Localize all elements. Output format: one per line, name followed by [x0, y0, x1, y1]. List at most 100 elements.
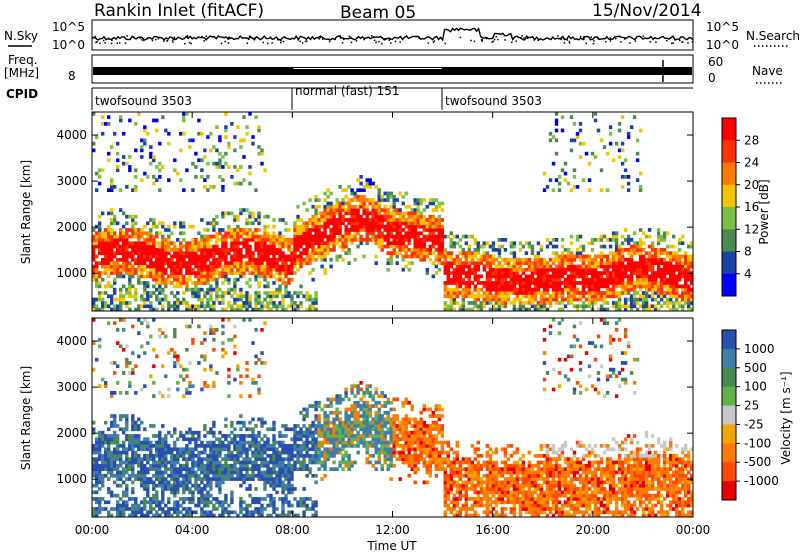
heatmap-cell: [263, 228, 266, 232]
heatmap-cell: [206, 268, 209, 272]
heatmap-cell: [134, 504, 137, 508]
heatmap-cell: [498, 304, 501, 308]
heatmap-cell: [672, 245, 675, 249]
heatmap-cell: [248, 261, 251, 265]
heatmap-cell: [230, 454, 233, 458]
heatmap-cell: [92, 474, 95, 478]
heatmap-cell: [194, 251, 197, 255]
heatmap-cell: [393, 195, 396, 199]
heatmap-cell: [329, 231, 332, 235]
heatmap-cell: [618, 298, 621, 302]
heatmap-cell: [221, 238, 224, 242]
heatmap-cell: [125, 235, 128, 239]
heatmap-cell: [122, 261, 125, 265]
heatmap-cell: [648, 288, 651, 292]
heatmap-cell: [101, 258, 104, 262]
heatmap-cell: [672, 291, 675, 295]
heatmap-cell: [230, 338, 233, 342]
heatmap-cell: [375, 225, 378, 229]
heatmap-cell: [326, 212, 329, 216]
heatmap-cell: [230, 441, 233, 445]
heatmap-cell: [272, 225, 275, 229]
heatmap-cell: [122, 481, 125, 485]
heatmap-cell: [489, 265, 492, 269]
heatmap-cell: [227, 291, 230, 295]
heatmap-cell: [110, 414, 113, 418]
heatmap-cell: [158, 278, 161, 282]
heatmap-cell: [302, 235, 305, 239]
heatmap-cell: [212, 444, 215, 448]
heatmap-cell: [119, 271, 122, 275]
heatmap-cell: [194, 487, 197, 491]
heatmap-cell: [359, 202, 362, 206]
heatmap-cell: [552, 291, 555, 295]
heatmap-cell: [618, 251, 621, 255]
heatmap-cell: [122, 238, 125, 242]
heatmap-cell: [582, 275, 585, 279]
heatmap-cell: [95, 457, 98, 461]
heatmap-cell: [251, 231, 254, 235]
heatmap-cell: [122, 255, 125, 259]
heatmap-cell: [305, 238, 308, 242]
heatmap-cell: [344, 195, 347, 199]
heatmap-cell: [630, 294, 633, 298]
heatmap-cell: [366, 178, 369, 182]
heatmap-cell: [173, 251, 176, 255]
heatmap-cell: [441, 241, 444, 245]
heatmap-cell: [600, 265, 603, 269]
heatmap-cell: [269, 258, 272, 262]
heatmap-cell: [194, 255, 197, 259]
heatmap-cell: [323, 231, 326, 235]
heatmap-cell: [257, 241, 260, 245]
heatmap-cell: [161, 265, 164, 269]
heatmap-cell: [233, 218, 236, 222]
heatmap-cell: [137, 474, 140, 478]
noise-search-point: [267, 43, 269, 45]
heatmap-cell: [116, 241, 119, 245]
heatmap-cell: [636, 278, 639, 282]
heatmap-cell: [203, 149, 206, 153]
heatmap-cell: [624, 248, 627, 252]
heatmap-cell: [669, 258, 672, 262]
heatmap-cell: [257, 258, 260, 262]
heatmap-cell: [534, 298, 537, 302]
heatmap-cell: [131, 235, 134, 239]
heatmap-cell: [245, 281, 248, 285]
heatmap-cell: [215, 125, 218, 129]
heatmap-cell: [164, 457, 167, 461]
heatmap-cell: [131, 464, 134, 468]
heatmap-cell: [468, 301, 471, 305]
heatmap-cell: [359, 198, 362, 202]
heatmap-cell: [462, 281, 465, 285]
heatmap-cell: [498, 288, 501, 292]
heatmap-cell: [326, 188, 329, 192]
heatmap-cell: [570, 275, 573, 279]
heatmap-cell: [224, 135, 227, 139]
heatmap-cell: [155, 298, 158, 302]
heatmap-cell: [444, 288, 447, 292]
heatmap-cell: [594, 112, 597, 116]
heatmap-cell: [462, 255, 465, 259]
heatmap-cell: [191, 437, 194, 441]
heatmap-cell: [555, 255, 558, 259]
heatmap-cell: [369, 225, 372, 229]
heatmap-cell: [684, 275, 687, 279]
heatmap-cell: [107, 487, 110, 491]
heatmap-cell: [278, 235, 281, 239]
heatmap-cell: [152, 457, 155, 461]
heatmap-cell: [113, 185, 116, 189]
heatmap-cell: [480, 304, 483, 308]
heatmap-cell: [390, 212, 393, 216]
heatmap-cell: [639, 275, 642, 279]
heatmap-cell: [510, 241, 513, 245]
heatmap-cell: [447, 304, 450, 308]
heatmap-cell: [675, 251, 678, 255]
heatmap-cell: [414, 202, 417, 206]
heatmap-cell: [564, 298, 567, 302]
heatmap-cell: [468, 275, 471, 279]
heatmap-cell: [573, 298, 576, 302]
heatmap-cell: [302, 221, 305, 225]
heatmap-cell: [366, 205, 369, 209]
heatmap-cell: [657, 255, 660, 259]
heatmap-cell: [206, 457, 209, 461]
